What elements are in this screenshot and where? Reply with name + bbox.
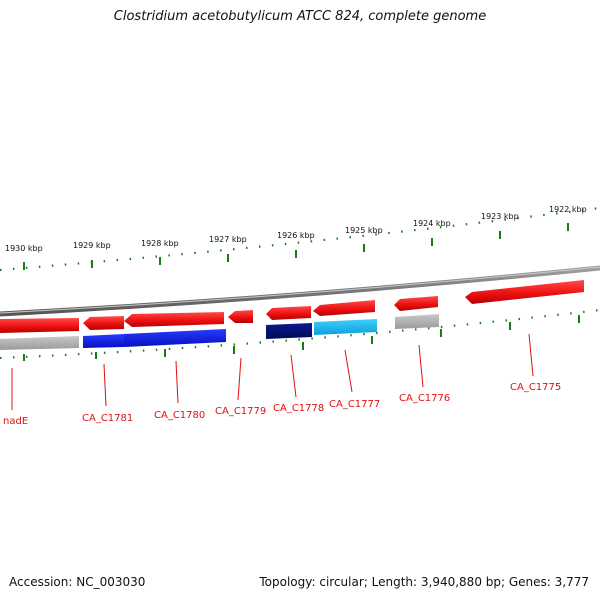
gene-box-ca-c1780-blue xyxy=(124,329,226,347)
gene-label-ca-c1775: CA_C1775 xyxy=(510,382,561,393)
leader-ca-c1781 xyxy=(103,363,107,407)
gene-label-ca-c1778: CA_C1778 xyxy=(273,403,324,414)
genome-backbone xyxy=(0,265,600,317)
kbp-label-1930: 1930 kbp xyxy=(5,244,43,253)
kbp-label-1924: 1924 kbp xyxy=(413,219,451,228)
leader-ca-c1778 xyxy=(290,354,297,398)
leader-ca-c1779 xyxy=(237,357,242,401)
leader-ca-c1775 xyxy=(528,333,534,377)
gene-arrow-nadE xyxy=(0,318,79,333)
gene-box-ca-c1781-blue xyxy=(83,334,124,348)
gene-labels: nadE CA_C1781 CA_C1780 CA_C1779 CA_C1778… xyxy=(3,382,561,427)
kbp-label-1923: 1923 kbp xyxy=(481,212,519,221)
gene-arrow-ca-c1777 xyxy=(313,300,375,316)
gene-label-ca-c1776: CA_C1776 xyxy=(399,393,450,404)
gene-label-nadE: nadE xyxy=(3,416,28,427)
gene-arrow-ca-c1780 xyxy=(124,312,224,327)
gene-box-nadE-gray xyxy=(0,336,79,350)
gene-arrow-ca-c1775 xyxy=(465,280,584,304)
kbp-label-1925: 1925 kbp xyxy=(345,226,383,235)
gene-label-ca-c1781: CA_C1781 xyxy=(82,413,133,424)
gene-label-ca-c1777: CA_C1777 xyxy=(329,399,380,410)
gene-label-ca-c1780: CA_C1780 xyxy=(154,410,205,421)
gene-box-ca-c1777-cyan xyxy=(314,319,377,335)
gene-box-ca-c1778-navy xyxy=(266,323,312,339)
leader-ca-c1777 xyxy=(344,349,353,393)
kbp-major-ticks xyxy=(23,223,569,270)
gene-arrow-ca-c1779 xyxy=(228,310,253,323)
leader-ca-c1780 xyxy=(175,360,179,404)
kbp-label-1929: 1929 kbp xyxy=(73,241,111,250)
kbp-label-1928: 1928 kbp xyxy=(141,239,179,248)
gene-box-ca-c1776-gray xyxy=(395,314,439,329)
gene-arrow-ca-c1776 xyxy=(394,296,438,311)
kbp-label-1927: 1927 kbp xyxy=(209,235,247,244)
genome-title: Clostridium acetobutylicum ATCC 824, com… xyxy=(113,9,487,24)
inner-major-ticks xyxy=(23,315,580,361)
leader-ca-c1776 xyxy=(418,344,424,388)
kbp-label-1922: 1922 kbp xyxy=(549,205,587,214)
gene-arrow-ca-c1781 xyxy=(83,316,124,330)
genome-backbone-highlight xyxy=(0,266,600,314)
kbp-label-1926: 1926 kbp xyxy=(277,231,315,240)
accession-text: Accession: NC_003030 xyxy=(9,575,146,589)
gene-arrow-ca-c1778 xyxy=(266,306,311,320)
reverse-strand-features xyxy=(0,314,439,350)
kbp-labels: 1930 kbp 1929 kbp 1928 kbp 1927 kbp 1926… xyxy=(5,205,587,253)
forward-strand-features xyxy=(0,280,584,333)
gene-label-ca-c1779: CA_C1779 xyxy=(215,406,266,417)
label-leaders xyxy=(11,333,534,410)
topology-text: Topology: circular; Length: 3,940,880 bp… xyxy=(259,575,589,589)
